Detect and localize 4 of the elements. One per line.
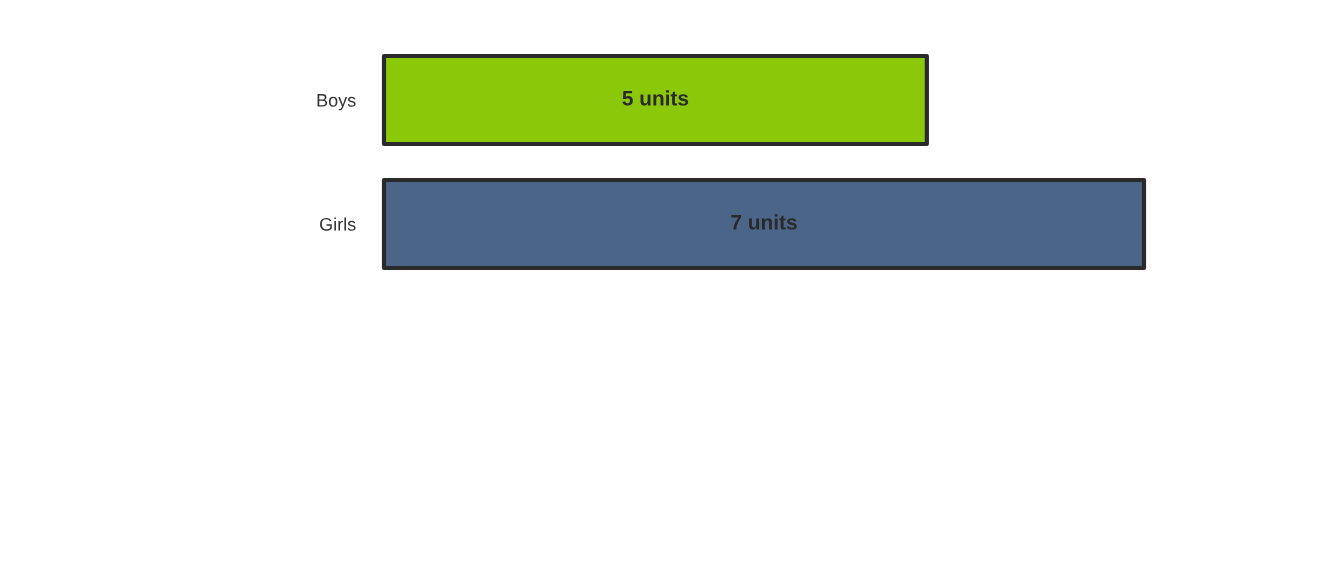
data-label: 7 units (731, 214, 797, 230)
data-label: 5 units (622, 90, 689, 106)
y-tick-label: Boys (317, 94, 356, 111)
y-tick-label: Girls (320, 217, 356, 231)
